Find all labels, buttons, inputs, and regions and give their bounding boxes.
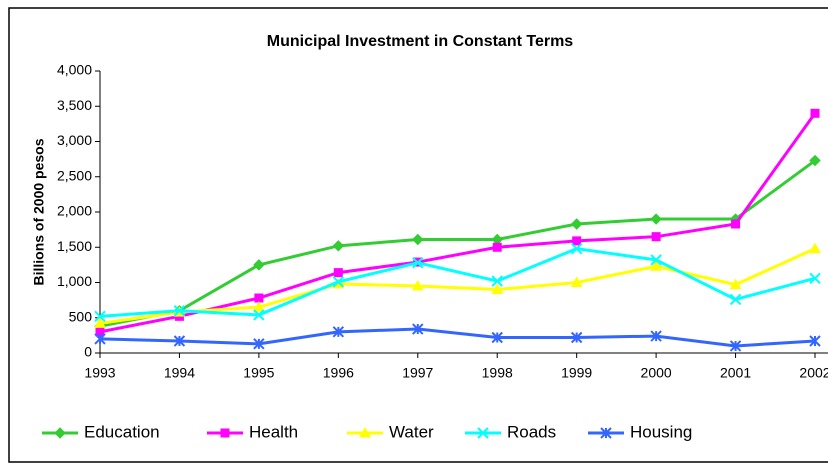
- marker: [333, 268, 343, 278]
- marker: [650, 330, 662, 342]
- x-tick-label: 1996: [323, 365, 354, 381]
- marker: [651, 232, 661, 242]
- marker: [253, 338, 265, 350]
- x-tick-label: 1993: [84, 365, 115, 381]
- marker: [809, 242, 821, 254]
- marker: [809, 335, 821, 347]
- marker: [650, 254, 662, 266]
- marker: [491, 283, 504, 295]
- legend-label: Health: [249, 422, 298, 441]
- marker: [491, 275, 503, 287]
- y-tick-label: 2,500: [57, 167, 92, 183]
- x-tick-label: 1994: [164, 365, 195, 381]
- x-tick-label: 1998: [482, 365, 513, 381]
- x-tick-label: 1997: [402, 365, 433, 381]
- marker: [254, 293, 264, 303]
- y-tick-label: 4,000: [57, 62, 92, 78]
- chart-border: [8, 7, 828, 463]
- marker: [570, 276, 583, 287]
- marker: [411, 279, 424, 291]
- y-tick-label: 3,500: [57, 97, 92, 113]
- marker: [570, 331, 583, 344]
- series-line: [99, 247, 816, 325]
- marker: [729, 278, 742, 290]
- marker: [572, 236, 582, 246]
- marker: [173, 335, 186, 347]
- marker: [332, 276, 345, 288]
- marker: [220, 428, 230, 438]
- legend-label: Education: [84, 422, 160, 441]
- chart-title: Municipal Investment in Constant Terms: [267, 33, 574, 50]
- marker: [570, 242, 583, 255]
- marker: [570, 218, 583, 230]
- x-tick-label: 2000: [641, 365, 672, 381]
- marker: [809, 154, 821, 167]
- x-tick-label: 1999: [561, 365, 592, 381]
- marker: [650, 260, 662, 271]
- marker: [94, 333, 106, 345]
- series-line: [99, 112, 817, 334]
- marker: [54, 427, 66, 439]
- marker: [492, 242, 502, 252]
- marker: [253, 309, 265, 321]
- marker: [729, 340, 742, 352]
- marker: [173, 304, 186, 317]
- marker: [600, 427, 612, 439]
- legend-label: Roads: [507, 422, 556, 441]
- marker: [253, 259, 265, 271]
- marker: [94, 310, 106, 323]
- series-line: [99, 159, 816, 328]
- y-tick-label: 1,500: [57, 238, 92, 254]
- series-line: [99, 327, 816, 348]
- marker: [477, 427, 489, 439]
- y-tick-label: 2,000: [57, 203, 92, 219]
- marker: [731, 219, 741, 229]
- y-tick-label: 0: [84, 344, 92, 360]
- marker: [412, 233, 424, 246]
- x-tick-label: 1995: [243, 365, 274, 381]
- y-tick-label: 3,000: [57, 132, 92, 148]
- series-line: [99, 247, 816, 318]
- marker: [491, 331, 503, 344]
- marker: [810, 108, 820, 118]
- marker: [359, 426, 371, 438]
- marker: [650, 213, 662, 225]
- y-tick-label: 500: [69, 308, 93, 324]
- marker: [94, 317, 106, 328]
- y-tick-label: 1,000: [57, 273, 92, 289]
- legend-label: Water: [389, 422, 434, 441]
- marker: [332, 326, 345, 338]
- y-axis-label: Billions of 2000 pesos: [31, 138, 47, 285]
- marker: [809, 272, 821, 284]
- marker: [253, 301, 265, 312]
- marker: [412, 257, 424, 269]
- legend-label: Housing: [630, 422, 692, 441]
- x-tick-label: 2001: [720, 365, 751, 381]
- x-tick-label: 2002: [799, 365, 828, 381]
- marker: [412, 323, 424, 335]
- marker: [332, 240, 345, 252]
- marker: [729, 293, 742, 306]
